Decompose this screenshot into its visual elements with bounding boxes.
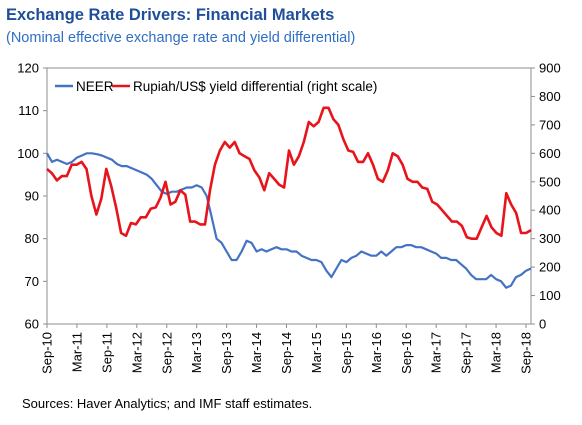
y-right-tick-label: 100 — [539, 288, 561, 303]
x-tick-label: Sep-16 — [399, 332, 414, 374]
y-right-tick-label: 700 — [539, 117, 561, 132]
y-right-tick-label: 800 — [539, 89, 561, 104]
chart-legend: NEER Rupiah/US$ yield differential (right… — [55, 79, 377, 94]
x-tick-label: Sep-17 — [459, 332, 474, 374]
source-note: Sources: Haver Analytics; and IMF staff … — [22, 396, 313, 411]
legend-label: Rupiah/US$ yield differential (right sca… — [133, 79, 377, 94]
y-right-tick-label: 400 — [539, 203, 561, 218]
x-tick-label: Sep-18 — [519, 332, 534, 374]
y-right-tick-label: 900 — [539, 61, 561, 76]
y-right-tick-label: 200 — [539, 260, 561, 275]
y-right-tick-label: 500 — [539, 174, 561, 189]
legend-label: NEER — [76, 79, 114, 94]
y-left-tick-label: 60 — [25, 317, 39, 332]
x-tick-label: Sep-14 — [279, 332, 294, 374]
y-right-tick-label: 0 — [539, 317, 546, 332]
chart-title: Exchange Rate Drivers: Financial Markets — [6, 6, 335, 24]
y-left-tick-label: 120 — [17, 61, 39, 76]
x-tick-label: Mar-18 — [489, 332, 504, 373]
y-left-tick-label: 80 — [25, 231, 39, 246]
plot-area — [46, 67, 532, 325]
x-tick-label: Sep-11 — [99, 332, 114, 373]
y-left-tick-label: 70 — [25, 274, 39, 289]
series-line-neer — [46, 152, 532, 289]
x-tick-label: Sep-10 — [40, 332, 55, 374]
x-tick-label: Mar-13 — [189, 332, 204, 373]
x-tick-label: Mar-15 — [309, 332, 324, 373]
line-chart: 60 70 80 90 100 110 120 0 100 200 300 400 500 600 700 8… — [17, 61, 560, 374]
x-tick-label: Sep-13 — [219, 332, 234, 374]
series-line-yield-differential — [46, 106, 532, 240]
chart-series — [46, 106, 532, 289]
x-tick-label: Sep-15 — [339, 332, 354, 374]
y-left-tick-label: 90 — [25, 189, 39, 204]
x-tick-label: Sep-12 — [159, 332, 174, 374]
y-right-tick-label: 300 — [539, 231, 561, 246]
chart-subtitle: (Nominal effective exchange rate and yie… — [6, 30, 356, 46]
y-left-tick-label: 100 — [17, 146, 39, 161]
y-right-tick-label: 600 — [539, 146, 561, 161]
chart-axes: 60 70 80 90 100 110 120 0 100 200 300 400 500 600 700 8… — [17, 61, 560, 374]
x-tick-label: Mar-16 — [369, 332, 384, 373]
y-left-tick-label: 110 — [18, 103, 39, 118]
x-tick-label: Mar-14 — [249, 332, 264, 373]
x-tick-label: Mar-11 — [69, 332, 84, 372]
x-tick-label: Mar-12 — [129, 332, 144, 373]
x-tick-label: Mar-17 — [429, 332, 444, 373]
